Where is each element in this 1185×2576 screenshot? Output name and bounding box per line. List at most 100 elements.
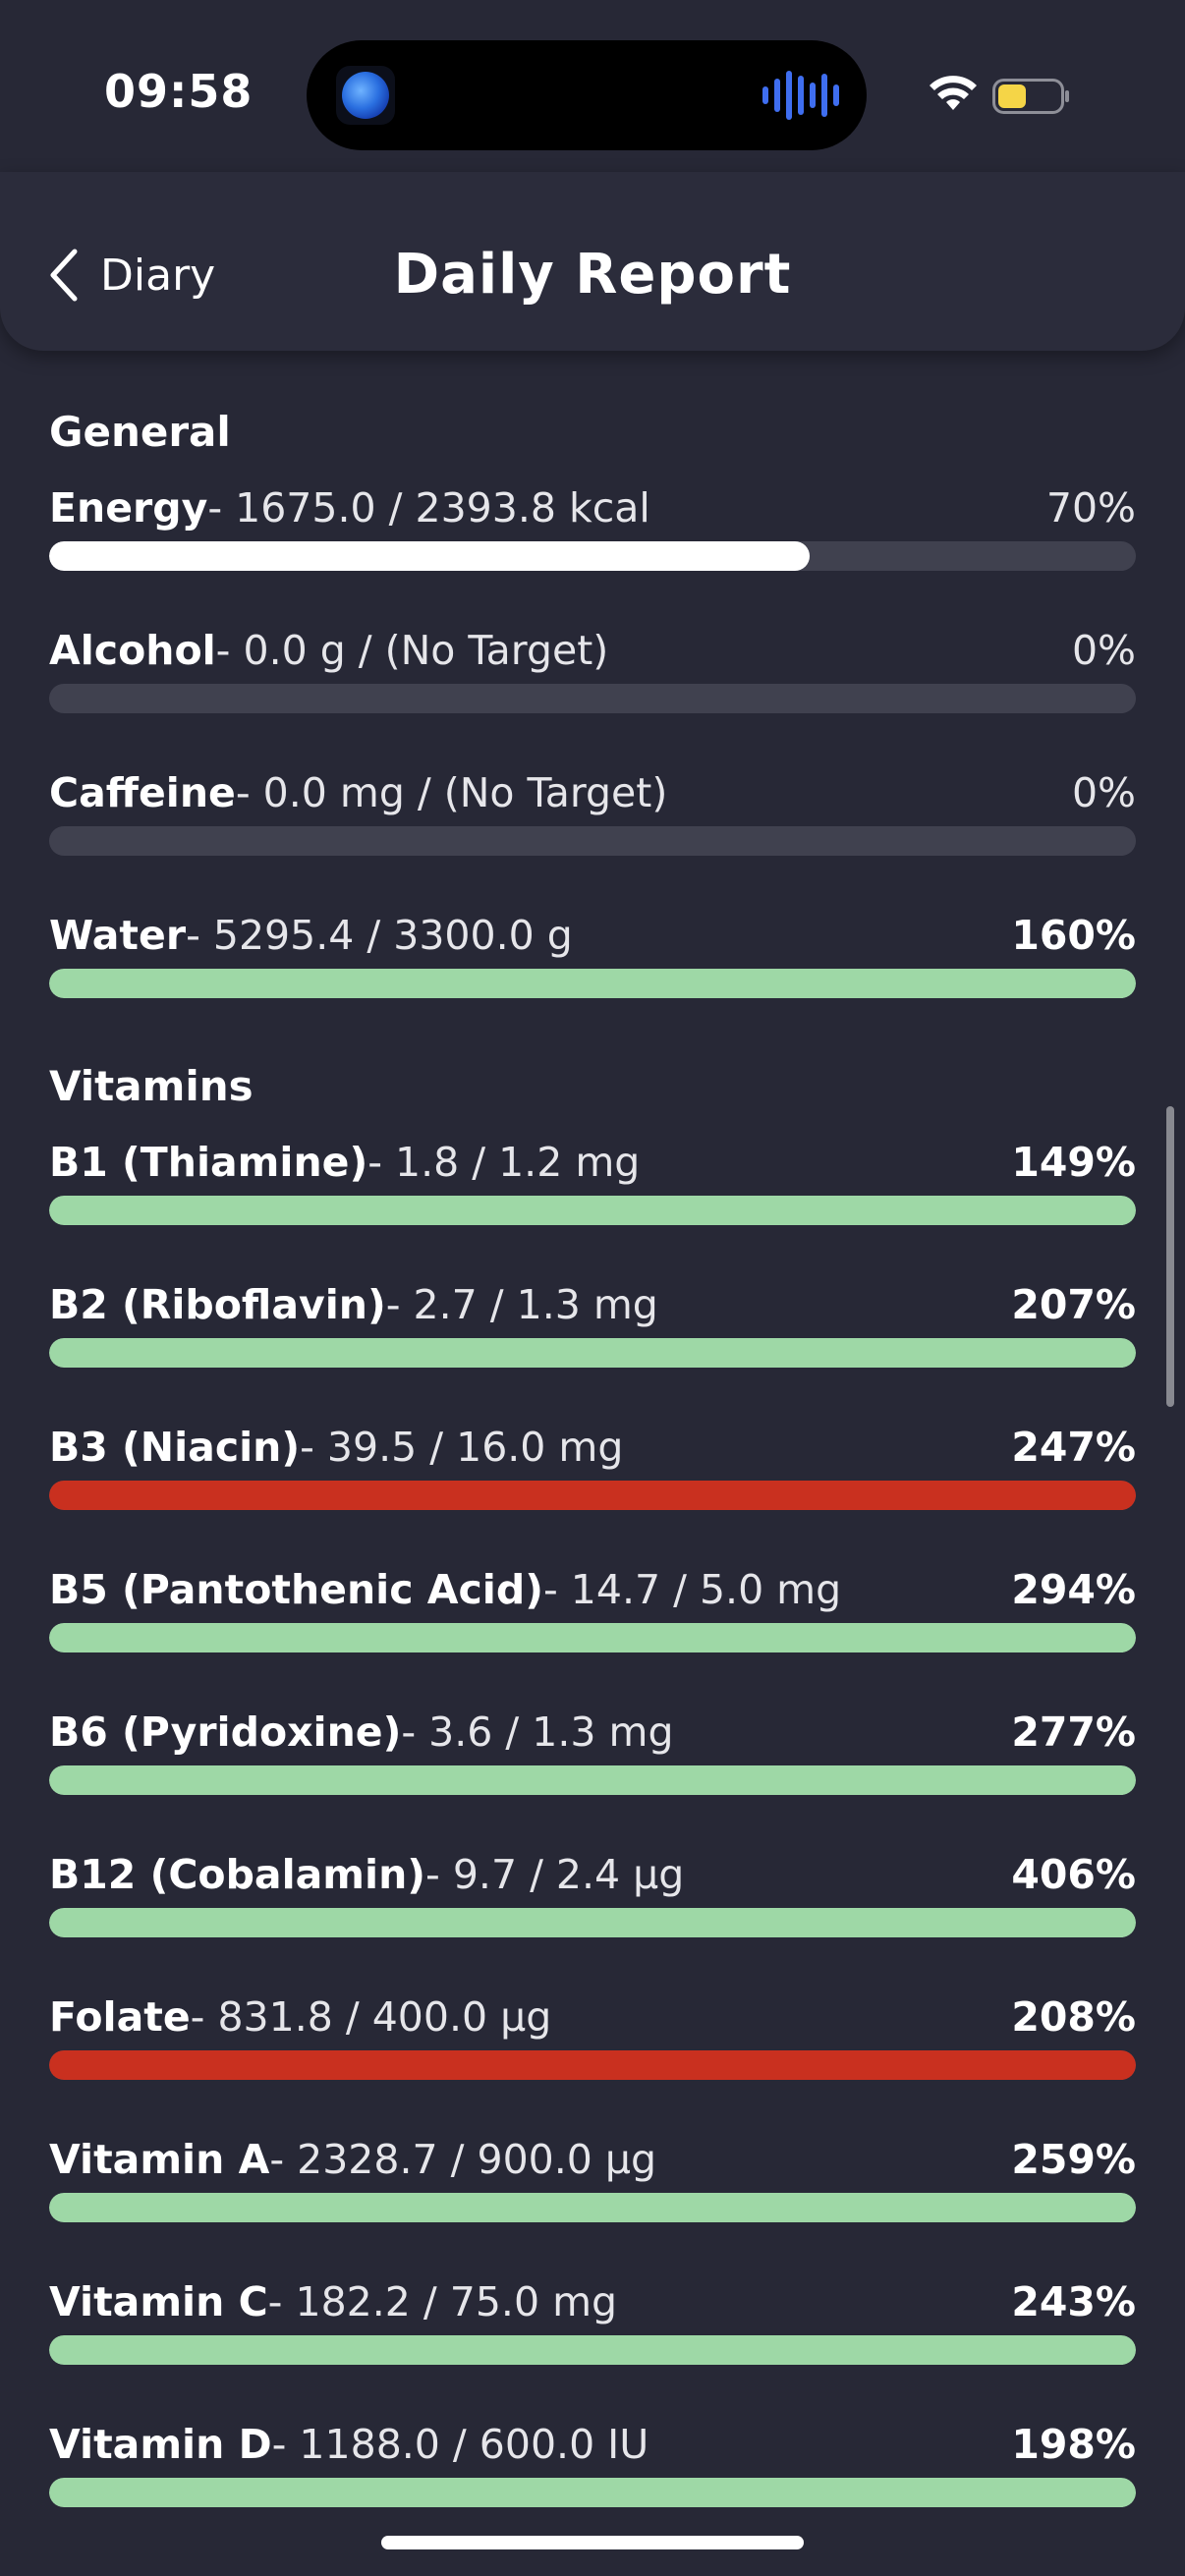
nutrient-row[interactable]: Alcohol- 0.0 g / (No Target) 0% [49,604,1136,747]
wifi-icon [930,76,977,110]
nutrient-name: Vitamin D [49,2421,272,2468]
progress-fill [49,1338,1136,1368]
status-time: 09:58 [104,65,254,118]
nutrient-name: B5 (Pantothenic Acid) [49,1566,543,1613]
nutrient-name: B3 (Niacin) [49,1424,301,1471]
home-indicator[interactable] [381,2536,804,2549]
progress-fill [49,1196,1136,1225]
nutrient-label: B2 (Riboflavin)- 2.7 / 1.3 mg [49,1278,658,1331]
nutrient-name: B12 (Cobalamin) [49,1851,426,1898]
nutrient-percent: 160% [1011,912,1136,959]
nutrient-label: Vitamin D- 1188.0 / 600.0 IU [49,2418,649,2471]
nutrient-label: B3 (Niacin)- 39.5 / 16.0 mg [49,1421,623,1474]
chevron-left-icon [50,249,78,302]
nutrient-label: Energy- 1675.0 / 2393.8 kcal [49,481,650,534]
nutrient-name: Vitamin C [49,2278,268,2325]
nutrient-percent: 208% [1011,1993,1136,2041]
back-button[interactable]: Diary [45,241,215,309]
nutrient-label: B6 (Pyridoxine)- 3.6 / 1.3 mg [49,1706,673,1759]
scroll-indicator[interactable] [1166,1106,1174,1407]
progress-fill [49,2050,1136,2080]
nutrient-name: B2 (Riboflavin) [49,1281,386,1328]
nutrient-label: Vitamin C- 182.2 / 75.0 mg [49,2275,617,2328]
nutrient-percent: 259% [1011,2136,1136,2183]
nutrient-label: Vitamin A- 2328.7 / 900.0 µg [49,2133,656,2186]
nutrient-row[interactable]: B5 (Pantothenic Acid)- 14.7 / 5.0 mg 294% [49,1543,1136,1686]
nutrient-percent: 294% [1011,1566,1136,1613]
battery-icon [992,79,1069,114]
nutrient-row[interactable]: Caffeine- 0.0 mg / (No Target) 0% [49,747,1136,889]
nutrient-percent: 406% [1011,1851,1136,1898]
progress-fill [49,541,811,571]
nutrient-amount: - 9.7 / 2.4 µg [425,1851,685,1898]
nutrient-row[interactable]: B2 (Riboflavin)- 2.7 / 1.3 mg 207% [49,1259,1136,1401]
navigation-bar: Diary Daily Report [0,172,1185,351]
progress-bar [49,1196,1136,1225]
nutrient-amount: - 3.6 / 1.3 mg [401,1708,674,1756]
nutrient-amount: - 0.0 mg / (No Target) [235,769,668,816]
page-title: Daily Report [393,243,792,307]
nutrient-label: B1 (Thiamine)- 1.8 / 1.2 mg [49,1136,640,1189]
nutrient-amount: - 5295.4 / 3300.0 g [186,912,573,959]
nutrient-row[interactable]: Energy- 1675.0 / 2393.8 kcal 70% [49,462,1136,604]
progress-bar [49,541,1136,571]
progress-fill [49,969,1136,998]
nutrient-amount: - 1.8 / 1.2 mg [367,1139,641,1186]
nutrient-name: Folate [49,1993,191,2041]
progress-fill [49,2478,1136,2507]
nutrient-row[interactable]: Vitamin A- 2328.7 / 900.0 µg 259% [49,2113,1136,2256]
nutrient-row[interactable]: Vitamin C- 182.2 / 75.0 mg 243% [49,2256,1136,2398]
nutrient-amount: - 1188.0 / 600.0 IU [271,2421,649,2468]
section-spacer [49,1032,1136,1057]
progress-fill [49,1481,1136,1510]
nutrient-row[interactable]: B6 (Pyridoxine)- 3.6 / 1.3 mg 277% [49,1686,1136,1828]
progress-bar [49,2335,1136,2365]
progress-bar [49,969,1136,998]
nutrient-row[interactable]: Folate- 831.8 / 400.0 µg 208% [49,1971,1136,2113]
nutrient-label: B12 (Cobalamin)- 9.7 / 2.4 µg [49,1848,684,1901]
nutrient-percent: 243% [1011,2278,1136,2325]
dynamic-island[interactable] [307,40,867,150]
nutrient-percent: 277% [1011,1708,1136,1756]
nutrient-name: Energy [49,484,208,532]
nutrient-amount: - 1675.0 / 2393.8 kcal [207,484,650,532]
progress-fill [49,1765,1136,1795]
audio-waveform-icon [762,70,839,121]
progress-fill [49,1623,1136,1652]
progress-bar [49,1338,1136,1368]
progress-bar [49,826,1136,856]
nutrient-label: Alcohol- 0.0 g / (No Target) [49,624,608,677]
nutrient-amount: - 2328.7 / 900.0 µg [269,2136,656,2183]
nutrient-amount: - 14.7 / 5.0 mg [542,1566,842,1613]
nutrient-name: B6 (Pyridoxine) [49,1708,402,1756]
nutrient-amount: - 182.2 / 75.0 mg [267,2278,618,2325]
nutrient-row[interactable]: B3 (Niacin)- 39.5 / 16.0 mg 247% [49,1401,1136,1543]
nutrient-row[interactable]: B1 (Thiamine)- 1.8 / 1.2 mg 149% [49,1116,1136,1259]
nutrient-percent: 0% [1071,769,1136,816]
nutrient-row[interactable]: B12 (Cobalamin)- 9.7 / 2.4 µg 406% [49,1828,1136,1971]
progress-fill [49,2335,1136,2365]
nutrient-percent: 198% [1011,2421,1136,2468]
nutrient-name: Water [49,912,187,959]
nutrient-amount: - 0.0 g / (No Target) [215,627,609,674]
progress-bar [49,1481,1136,1510]
progress-fill [49,2193,1136,2222]
nutrient-name: Vitamin A [49,2136,270,2183]
nutrient-row[interactable]: Vitamin D- 1188.0 / 600.0 IU 198% [49,2398,1136,2541]
nutrient-row[interactable]: Water- 5295.4 / 3300.0 g 160% [49,889,1136,1032]
progress-bar [49,2193,1136,2222]
nutrient-percent: 149% [1011,1139,1136,1186]
nutrient-name: Caffeine [49,769,236,816]
nutrient-amount: - 39.5 / 16.0 mg [300,1424,624,1471]
progress-bar [49,2478,1136,2507]
section-title: Vitamins [49,1062,254,1110]
progress-bar [49,684,1136,713]
nutrient-percent: 207% [1011,1281,1136,1328]
nutrient-percent: 70% [1045,484,1136,532]
progress-bar [49,1908,1136,1937]
nutrient-name: Alcohol [49,627,216,674]
progress-bar [49,1623,1136,1652]
back-label: Diary [100,250,216,301]
report-list[interactable]: General Energy- 1675.0 / 2393.8 kcal 70% Al… [49,403,1136,2541]
